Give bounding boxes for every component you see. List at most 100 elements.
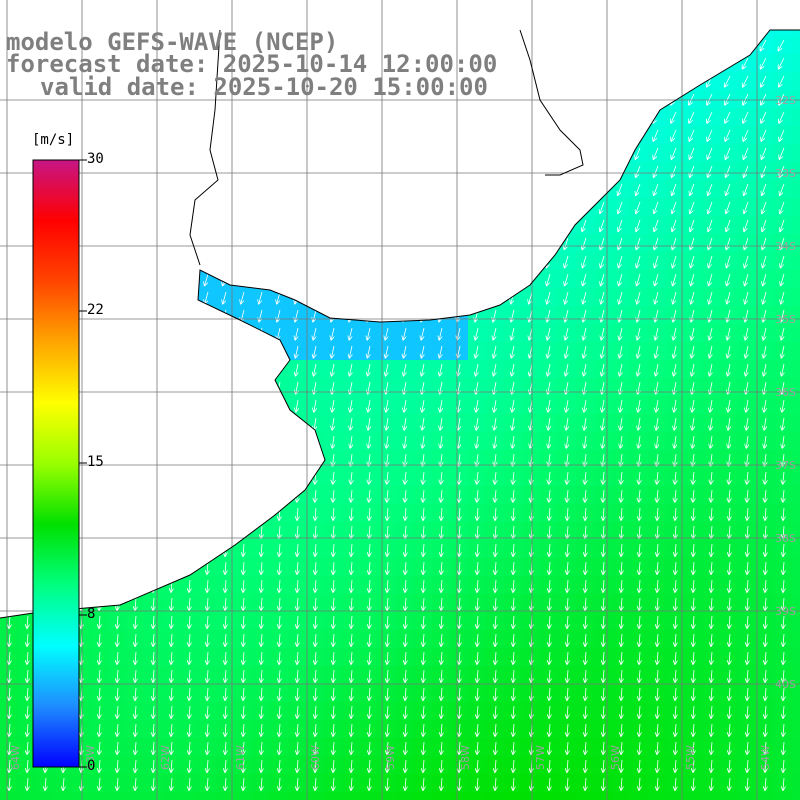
speed-cell	[126, 432, 144, 450]
speed-cell	[270, 522, 288, 540]
wind-arrow	[528, 219, 533, 231]
speed-cell	[792, 30, 800, 36]
wind-arrow	[563, 111, 569, 123]
speed-cell	[612, 90, 630, 108]
wind-arrow	[670, 39, 677, 51]
speed-cell	[306, 216, 324, 234]
speed-cell	[324, 558, 342, 576]
wind-arrow	[239, 129, 245, 141]
wind-arrow	[491, 111, 497, 123]
wind-arrow	[259, 273, 263, 286]
speed-cell	[414, 306, 432, 324]
speed-cell	[612, 504, 630, 522]
speed-cell	[684, 144, 702, 162]
speed-cell	[594, 54, 612, 72]
wind-arrow	[599, 57, 605, 69]
speed-cell	[306, 234, 324, 252]
speed-cell	[666, 558, 684, 576]
wind-arrow	[279, 453, 281, 466]
wind-arrow	[168, 237, 173, 249]
speed-cell	[612, 576, 630, 594]
speed-cell	[306, 198, 324, 216]
speed-cell	[594, 522, 612, 540]
wind-arrow	[491, 129, 497, 141]
speed-cell	[396, 486, 414, 504]
speed-cell	[756, 198, 774, 216]
wind-arrow	[167, 111, 173, 123]
speed-cell	[486, 234, 504, 252]
wind-arrow	[366, 237, 371, 249]
speed-cell	[720, 198, 738, 216]
wind-arrow	[493, 255, 497, 268]
speed-cell	[684, 504, 702, 522]
wind-arrow	[151, 273, 155, 286]
wind-arrow	[456, 201, 461, 213]
speed-cell	[792, 288, 800, 306]
speed-cell	[468, 486, 486, 504]
speed-cell	[396, 126, 414, 144]
wind-arrow	[114, 201, 119, 213]
wind-arrow	[169, 291, 173, 304]
wind-arrow	[98, 399, 100, 412]
speed-cell	[126, 324, 144, 342]
speed-cell	[792, 378, 800, 396]
speed-cell	[756, 270, 774, 288]
wind-arrow	[115, 273, 119, 286]
speed-cell	[468, 288, 486, 306]
wind-arrow	[242, 435, 244, 448]
speed-cell	[54, 792, 72, 800]
speed-cell	[270, 432, 288, 450]
speed-cell	[558, 54, 576, 72]
wind-arrow	[491, 93, 497, 105]
wind-arrow	[221, 111, 227, 123]
speed-cell	[90, 792, 108, 800]
wind-arrow	[438, 219, 443, 231]
speed-cell	[612, 198, 630, 216]
wind-arrow	[205, 255, 209, 268]
wind-arrow	[401, 147, 407, 159]
speed-cell	[198, 198, 216, 216]
speed-cell	[288, 0, 306, 18]
wind-arrow	[116, 363, 119, 376]
speed-cell	[648, 252, 666, 270]
wind-arrow	[241, 327, 244, 340]
speed-cell	[252, 234, 270, 252]
speed-cell	[144, 378, 162, 396]
speed-cell	[126, 108, 144, 126]
speed-cell	[702, 576, 720, 594]
wind-arrow	[348, 219, 353, 231]
speed-cell	[504, 252, 522, 270]
speed-cell	[306, 108, 324, 126]
speed-cell	[252, 540, 270, 558]
wind-arrow	[203, 129, 209, 141]
wind-arrow	[401, 129, 407, 141]
wind-arrow	[187, 255, 191, 268]
wind-arrow	[402, 219, 407, 231]
wind-arrow	[117, 507, 118, 520]
wind-arrow	[188, 399, 190, 412]
speed-cell	[702, 36, 720, 54]
speed-cell	[522, 162, 540, 180]
speed-cell	[108, 288, 126, 306]
speed-cell	[540, 504, 558, 522]
speed-cell	[414, 0, 432, 18]
wind-arrow	[455, 111, 461, 123]
speed-cell	[360, 522, 378, 540]
speed-cell	[756, 72, 774, 90]
wind-arrow	[330, 237, 335, 249]
wind-arrow	[600, 183, 605, 195]
wind-arrow	[297, 471, 298, 484]
speed-cell	[0, 396, 18, 414]
speed-cell	[162, 324, 180, 342]
wind-arrow	[510, 219, 515, 231]
wind-arrow	[330, 219, 335, 231]
speed-cell	[756, 180, 774, 198]
speed-cell	[738, 126, 756, 144]
speed-cell	[630, 216, 648, 234]
wind-arrow	[96, 201, 101, 213]
wind-arrow	[312, 201, 317, 213]
wind-arrow	[117, 561, 118, 574]
speed-cell	[180, 540, 198, 558]
wind-arrow	[347, 129, 353, 141]
wind-arrow	[186, 201, 191, 213]
